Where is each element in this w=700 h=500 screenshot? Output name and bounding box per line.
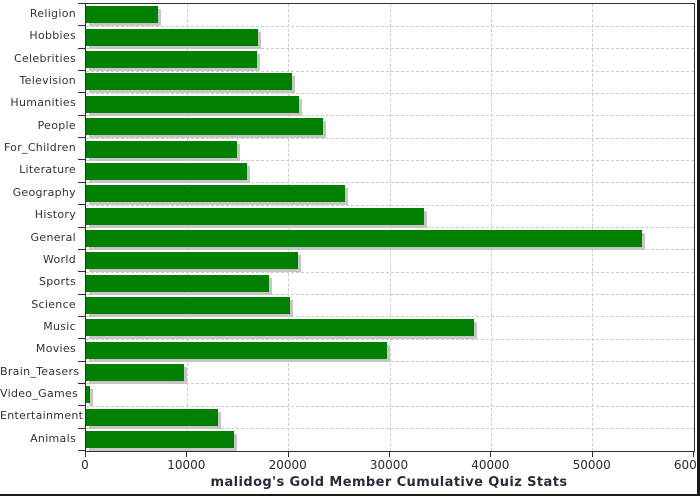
- y-axis-tick: [78, 3, 85, 4]
- bar-general: [86, 229, 643, 247]
- x-axis-tick: [490, 451, 492, 457]
- bar-sports: [86, 274, 270, 292]
- y-axis-tick: [78, 25, 85, 26]
- x-axis-tick: [693, 451, 694, 457]
- vertical-gridline: [592, 4, 594, 451]
- bar-world: [86, 252, 298, 270]
- category-label-geography: Geography: [12, 185, 76, 199]
- x-axis-tick: [85, 451, 86, 457]
- x-axis-tick-label: 20000: [268, 458, 307, 472]
- bar-science: [86, 296, 290, 314]
- category-label-animals: Animals: [30, 431, 76, 445]
- category-label-science: Science: [31, 297, 76, 311]
- y-axis-tick: [78, 48, 85, 49]
- x-axis-tick-label: 60000: [673, 458, 700, 472]
- vertical-gridline: [288, 4, 290, 451]
- bar-for_children: [86, 140, 237, 158]
- bar-religion: [86, 6, 158, 24]
- category-label-humanities: Humanities: [10, 96, 76, 110]
- y-axis-tick: [78, 405, 85, 406]
- x-axis-tick-label: 10000: [167, 458, 206, 472]
- y-axis-tick: [78, 249, 85, 250]
- x-axis-tick-label: 0: [81, 458, 89, 472]
- category-label-entertainment: Entertainment: [0, 409, 84, 423]
- x-axis-tick-label: 40000: [471, 458, 510, 472]
- bar-hobbies: [86, 28, 259, 46]
- category-label-for_children: For_Children: [3, 141, 76, 155]
- y-axis-tick: [78, 227, 85, 228]
- y-axis-tick: [78, 450, 85, 451]
- category-label-video_games: Video_Games: [0, 386, 79, 400]
- category-label-celebrities: Celebrities: [13, 51, 76, 65]
- y-axis-tick: [78, 294, 85, 295]
- category-label-general: General: [30, 230, 76, 244]
- bar-movies: [86, 341, 387, 359]
- category-label-brain_teasers: Brain_Teasers: [0, 364, 80, 378]
- y-axis-tick: [78, 70, 85, 71]
- bar-history: [86, 207, 425, 225]
- bar-entertainment: [86, 408, 218, 426]
- y-axis-tick: [78, 92, 85, 93]
- x-axis-tick: [389, 451, 390, 457]
- bar-celebrities: [86, 51, 258, 69]
- bar-video_games: [86, 386, 91, 404]
- vertical-gridline: [389, 4, 391, 451]
- category-label-religion: Religion: [29, 7, 76, 20]
- bar-animals: [86, 431, 234, 449]
- vertical-gridline: [186, 4, 188, 451]
- bar-television: [86, 73, 292, 91]
- y-axis-tick: [78, 361, 85, 362]
- category-label-hobbies: Hobbies: [29, 29, 76, 43]
- y-axis-tick: [78, 204, 85, 205]
- x-axis-tick: [287, 451, 289, 457]
- category-label-television: Television: [19, 74, 76, 88]
- y-axis-tick: [78, 115, 85, 116]
- y-axis-tick: [78, 316, 85, 317]
- y-axis-tick: [78, 271, 85, 272]
- y-axis-tick: [78, 137, 85, 138]
- category-label-people: People: [37, 118, 76, 132]
- bar-music: [86, 319, 475, 337]
- vertical-gridline: [490, 4, 492, 451]
- category-label-music: Music: [43, 319, 76, 333]
- category-label-literature: Literature: [19, 163, 76, 177]
- chart-title: malidog's Gold Member Cumulative Quiz St…: [210, 475, 568, 490]
- category-label-world: World: [42, 252, 76, 266]
- y-axis-tick: [78, 338, 85, 339]
- bar-brain_teasers: [86, 364, 185, 381]
- bar-geography: [86, 185, 346, 203]
- plot-area: [85, 3, 695, 452]
- x-axis-tick-label: 50000: [572, 458, 611, 472]
- y-axis-tick: [78, 428, 85, 429]
- category-label-movies: Movies: [35, 342, 76, 356]
- category-label-sports: Sports: [38, 275, 76, 289]
- bar-people: [86, 118, 324, 136]
- frame-border-right: [697, 0, 700, 496]
- bar-literature: [86, 162, 248, 180]
- frame-border-bottom: [0, 494, 700, 496]
- x-axis-tick: [591, 451, 593, 457]
- y-axis-tick: [78, 182, 85, 183]
- y-axis-tick: [78, 159, 85, 160]
- y-axis-tick: [78, 383, 85, 384]
- bar-humanities: [86, 95, 299, 113]
- x-axis-tick-label: 30000: [369, 458, 409, 472]
- x-axis-tick: [186, 451, 188, 457]
- category-label-history: History: [34, 208, 76, 222]
